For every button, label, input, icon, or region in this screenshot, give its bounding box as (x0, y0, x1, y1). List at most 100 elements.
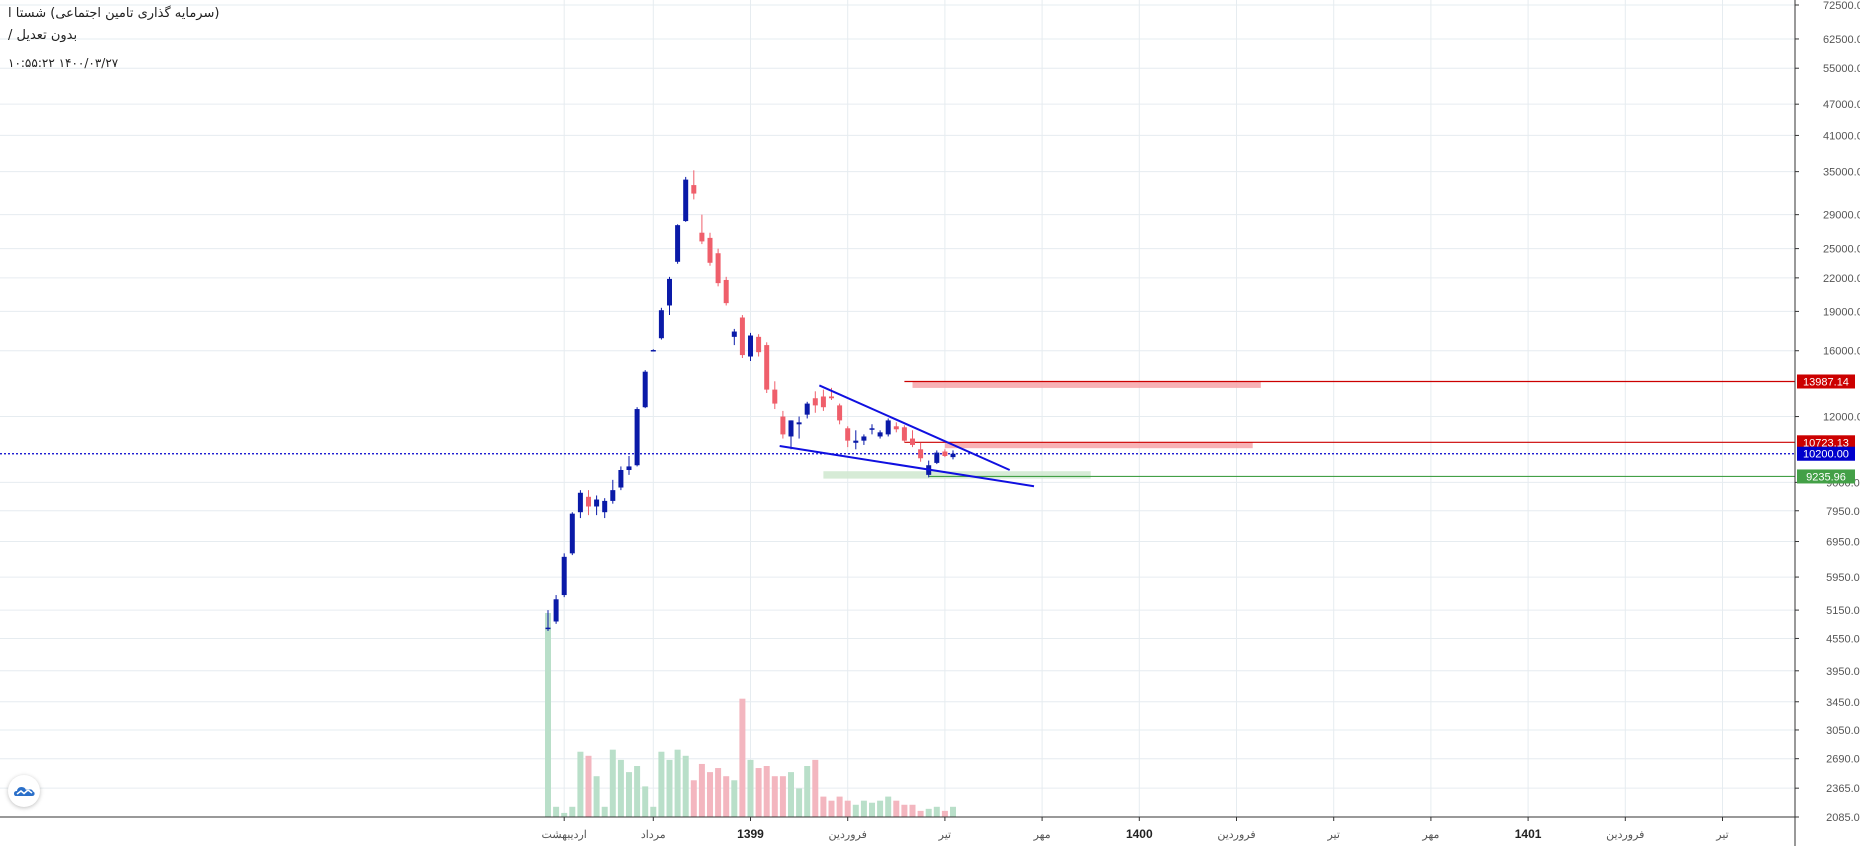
volume-bar (828, 800, 835, 817)
y-tick-label: 5950.00 (1826, 572, 1860, 584)
candle-body (934, 452, 940, 463)
volume-bar (917, 810, 924, 817)
volume-bar (771, 776, 778, 817)
y-tick-label: 3950.00 (1826, 666, 1860, 678)
candle-body (658, 310, 664, 339)
y-tick-label: 2085.00 (1826, 812, 1860, 824)
candle-body (796, 422, 802, 425)
resistance-zone (912, 381, 1261, 388)
candle-body (780, 416, 786, 435)
candle-body (626, 466, 632, 471)
price-level-label: 10200.00 (1803, 449, 1849, 461)
volume-bar (658, 751, 665, 817)
x-tick-label: فروردین (1606, 829, 1644, 841)
x-tick-label: مهر (1033, 829, 1051, 841)
candle-body (610, 490, 616, 501)
candle-body (723, 279, 729, 304)
candle-body (731, 331, 737, 337)
candle-body (715, 253, 721, 284)
volume-bar (909, 804, 916, 817)
volume-bar (747, 759, 754, 817)
candle-body (618, 470, 624, 488)
volume-bar (715, 768, 722, 817)
volume-bar (893, 800, 900, 817)
volume-bar (836, 796, 843, 817)
candle-body (675, 225, 681, 262)
volume-bar (577, 751, 584, 817)
y-tick-label: 2365.00 (1826, 783, 1860, 795)
volume-bar (739, 698, 746, 817)
volume-bar (626, 772, 632, 817)
x-tick-label: 1401 (1515, 827, 1542, 841)
candle-body (569, 513, 575, 554)
y-tick-label: 6950.00 (1826, 537, 1860, 549)
volume-bar (941, 810, 948, 817)
volume-bar (601, 806, 608, 817)
tradingview-logo-icon[interactable] (8, 775, 40, 807)
price-level-badge (1797, 469, 1855, 484)
candle-body (869, 428, 875, 430)
candle-body (942, 451, 948, 456)
candle-body (642, 371, 648, 408)
x-tick-label: تیر (1326, 829, 1339, 841)
symbol-title: (سرمایه گذاری تامین اجتماعی) شستا ا (8, 6, 220, 21)
y-tick-label: 4550.00 (1826, 633, 1860, 645)
candle-body (594, 499, 600, 507)
volume-bar (642, 786, 649, 817)
volume-bar (788, 772, 794, 817)
volume-bar (650, 806, 657, 817)
y-tick-label: 16000.00 (1823, 346, 1860, 358)
volume-bar (755, 768, 762, 817)
candle-body (918, 449, 924, 459)
volume-bar (634, 766, 641, 817)
resistance-zone (944, 442, 1253, 449)
datetime-label: ۱۴۰۰/۰۳/۲۷ ۱۰:۵۵:۲۲ (8, 56, 119, 70)
volume-bar (593, 776, 600, 817)
trendline (818, 384, 1011, 471)
price-level-badge (1797, 446, 1855, 461)
y-tick-label: 2690.00 (1826, 754, 1860, 766)
candle-body (829, 396, 834, 399)
candle-body (861, 436, 867, 441)
y-tick-label: 35000.00 (1823, 167, 1860, 179)
candle-body (545, 627, 551, 630)
x-tick-label: مهر (1421, 829, 1439, 841)
volume-bar (796, 788, 803, 817)
candle-body (602, 500, 608, 513)
x-tick-label: فروردین (1217, 829, 1255, 841)
x-tick-label: تیر (1715, 829, 1728, 841)
x-tick-label: 1400 (1126, 827, 1153, 841)
candle-body (788, 420, 794, 437)
candle-body (561, 556, 567, 596)
candle-body (707, 237, 713, 263)
volume-bar (569, 806, 576, 817)
candle-body (910, 438, 915, 445)
candle-body (553, 599, 559, 622)
volume-bar (707, 772, 713, 817)
x-tick-label: فروردین (829, 829, 867, 841)
volume-bar (553, 806, 560, 817)
x-tick-label: 1399 (737, 827, 764, 841)
y-tick-label: 12000.00 (1823, 412, 1860, 424)
candle-body (739, 317, 745, 356)
volume-bar (812, 759, 819, 817)
candle-body (837, 405, 843, 421)
volume-bar (820, 796, 827, 817)
price-level-badge (1797, 435, 1855, 450)
volume-bar (585, 755, 592, 817)
volume-bar (933, 806, 940, 817)
volume-bar (723, 776, 730, 817)
volume-bar (674, 749, 681, 817)
y-tick-label: 22000.00 (1823, 273, 1860, 285)
volume-bar (545, 613, 551, 817)
candle-body (820, 396, 826, 408)
y-tick-label: 41000.00 (1823, 130, 1860, 142)
x-tick-label: مرداد (641, 829, 666, 841)
candle-body (901, 427, 907, 441)
volume-bar (698, 763, 705, 817)
price-level-label: 9235.96 (1806, 471, 1846, 483)
candle-body (756, 336, 762, 353)
y-tick-label: 5150.00 (1826, 605, 1860, 617)
